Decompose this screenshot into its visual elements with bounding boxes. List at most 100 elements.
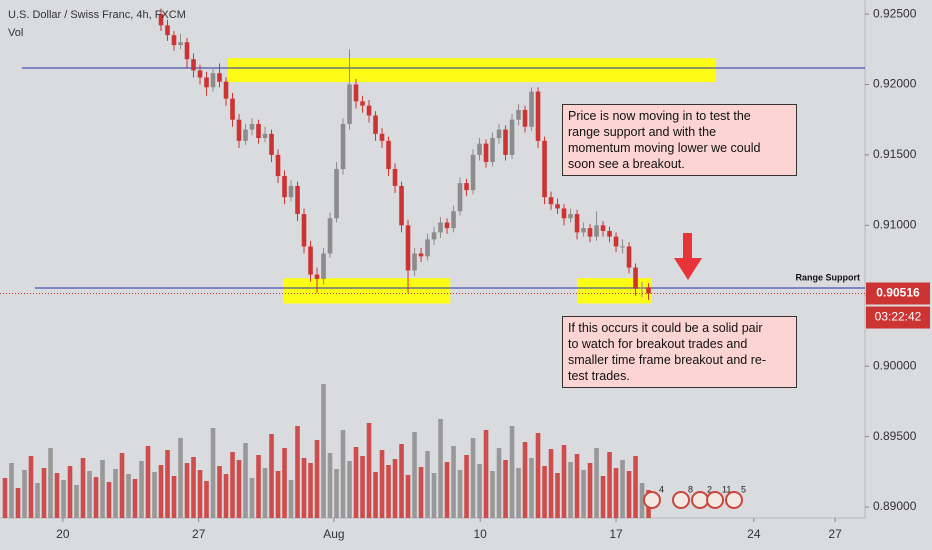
volume-bar	[321, 384, 326, 518]
candle-body	[555, 204, 560, 209]
volume-bar	[171, 476, 177, 518]
y-tick-label: 0.91000	[873, 218, 917, 232]
x-tick-label: 27	[828, 527, 842, 541]
candle-body	[360, 101, 365, 106]
candle-body	[568, 214, 573, 219]
y-tick-label: 0.89500	[873, 429, 917, 443]
candle-body	[210, 73, 216, 88]
candle-body	[308, 246, 313, 275]
volume-bar	[451, 446, 456, 518]
candle-body	[548, 197, 554, 205]
x-tick-label: 24	[747, 527, 761, 541]
x-tick-label: 17	[609, 527, 623, 541]
level-label: Range Support	[796, 272, 861, 282]
volume-bar	[607, 452, 612, 518]
down-arrow	[674, 233, 702, 280]
candle-body	[366, 105, 372, 116]
candle-body	[158, 14, 164, 26]
volume-bar	[464, 455, 469, 518]
note-line: momentum moving lower we could	[568, 141, 761, 155]
volume-bar	[470, 438, 476, 518]
volume-bar	[139, 461, 144, 518]
volume-bar	[262, 468, 268, 518]
candle-body	[191, 59, 196, 71]
candle-body	[223, 81, 229, 99]
volume-bar	[301, 458, 307, 518]
candle-body	[275, 154, 281, 177]
event-count: 5	[741, 484, 746, 494]
price-axis	[865, 0, 932, 550]
volume-bar	[509, 426, 515, 518]
volume-bar	[93, 477, 99, 518]
event-count: 11	[722, 484, 731, 494]
candle-body	[639, 287, 645, 289]
volume-bar	[496, 448, 502, 518]
candle-body	[197, 70, 203, 78]
volume-bar	[516, 468, 521, 518]
candle-body	[581, 228, 586, 233]
zone	[283, 278, 451, 304]
volume-bar	[399, 444, 404, 518]
volume-bar	[353, 447, 359, 518]
candle-body	[236, 119, 242, 141]
event-count: 8	[688, 484, 693, 494]
candle-body	[542, 140, 547, 198]
volume-bar	[561, 445, 567, 518]
volume-bar	[386, 465, 391, 518]
volume-bar	[184, 463, 190, 518]
candle-body	[503, 129, 508, 155]
volume-bar	[581, 470, 586, 518]
candle-body	[386, 140, 391, 170]
volume-bar	[67, 466, 73, 518]
volume-bar	[191, 457, 196, 518]
volume-bar	[48, 448, 53, 518]
candle-body	[509, 119, 515, 155]
candle-body	[535, 91, 541, 141]
candle-body	[529, 91, 534, 127]
candle-body	[626, 246, 632, 268]
candle-body	[431, 232, 437, 240]
event-count: 4	[659, 484, 664, 494]
y-tick-label: 0.92500	[873, 6, 917, 20]
candle-body	[353, 84, 359, 102]
note-box: Price is now moving in to test the range …	[562, 104, 797, 176]
volume-bar	[275, 471, 281, 518]
volume-bar	[145, 446, 151, 518]
note-line: If this occurs it could be a solid pair	[568, 321, 763, 335]
volume-bar	[334, 469, 339, 518]
note-line: Price is now moving in to test the	[568, 109, 751, 123]
candle-body	[451, 211, 456, 229]
candle-body	[295, 185, 300, 215]
volume-bar	[633, 456, 638, 518]
candle-body	[561, 208, 567, 219]
candle-body	[327, 218, 333, 254]
candle-body	[470, 154, 476, 191]
volume-bar	[35, 483, 40, 518]
overlay-layer: 0.890000.895000.900000.905000.910000.915…	[0, 6, 930, 541]
volume-bar	[295, 426, 300, 518]
volume-bar	[522, 442, 528, 518]
volume-bar	[373, 472, 378, 518]
volume-bar	[230, 452, 235, 518]
volume-bar	[54, 473, 60, 518]
volume-bar	[41, 468, 47, 518]
volume-bar	[204, 481, 209, 518]
candle-body	[340, 123, 346, 170]
x-tick-label: 20	[56, 527, 70, 541]
candle-body	[178, 42, 183, 46]
candle-body	[262, 133, 268, 139]
candle-body	[496, 129, 502, 139]
volume-bar	[217, 466, 222, 518]
candle-body	[379, 133, 385, 141]
candle-body	[607, 230, 612, 237]
volume-bar	[639, 483, 645, 518]
volume-bar	[574, 454, 580, 518]
candle-body	[282, 176, 287, 198]
countdown-box	[866, 306, 930, 329]
volume-bar	[74, 485, 79, 518]
last-price-box	[866, 282, 930, 305]
volume-bar	[555, 473, 560, 518]
volume-bar	[80, 458, 86, 518]
y-tick-label: 0.91500	[873, 147, 917, 161]
